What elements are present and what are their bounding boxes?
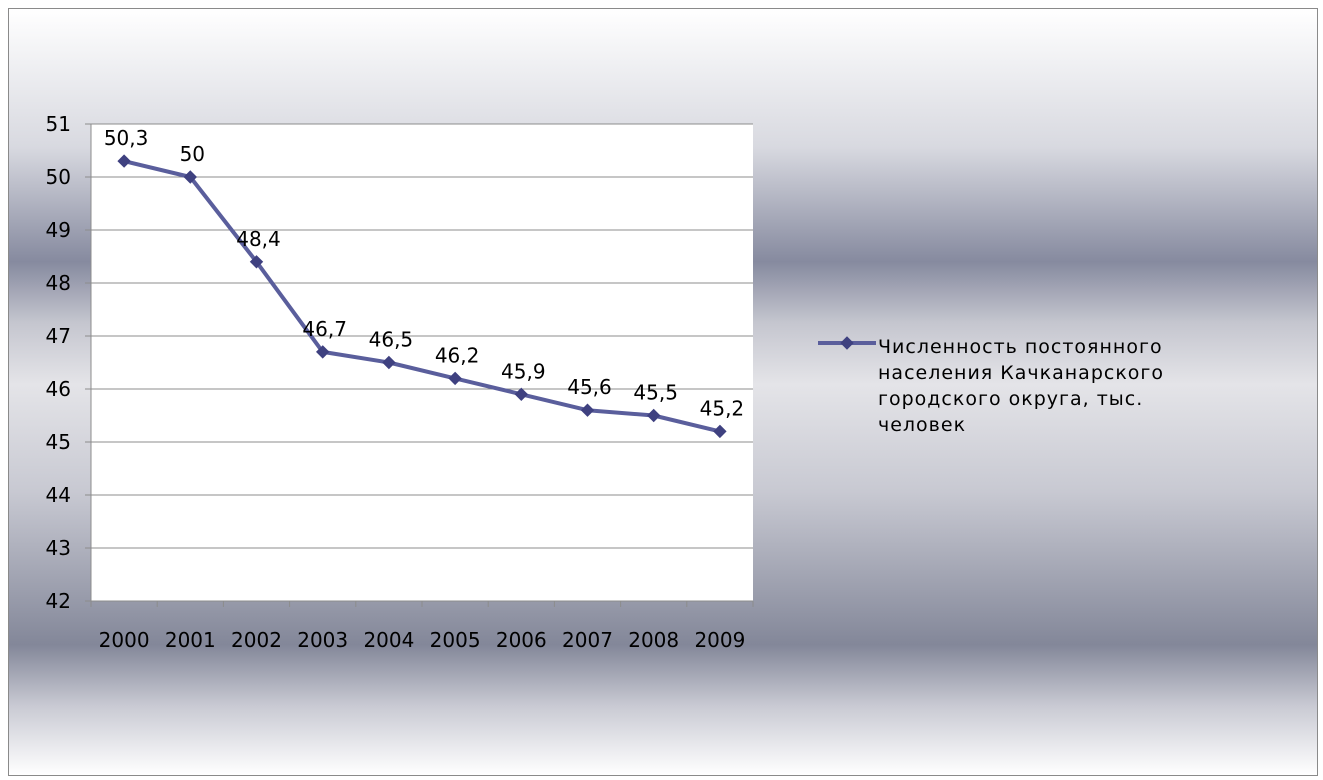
data-point-marker (117, 154, 131, 168)
data-label: 45,5 (633, 381, 678, 405)
data-label: 46,2 (435, 343, 480, 367)
data-label: 45,9 (501, 359, 546, 383)
x-tick-label: 2001 (165, 628, 216, 652)
y-tick-label: 48 (46, 271, 71, 295)
legend-label: Численность постоянного населения Качкан… (878, 336, 1165, 436)
plot-area (91, 124, 753, 601)
gridlines (91, 123, 753, 549)
y-tick-label: 47 (46, 324, 71, 348)
legend-key (818, 336, 876, 350)
legend-marker (840, 336, 854, 350)
x-tick-label: 2009 (694, 628, 745, 652)
data-point-marker (249, 255, 264, 269)
data-label: 46,5 (369, 328, 414, 352)
x-tick-label: 2000 (99, 628, 150, 652)
y-tick-label: 43 (46, 536, 71, 560)
axes (85, 123, 754, 607)
data-point-marker (315, 345, 330, 359)
x-tick-label: 2005 (430, 628, 481, 652)
series-group (117, 154, 727, 439)
data-point-marker (514, 387, 529, 402)
x-tick-label: 2003 (297, 628, 348, 652)
data-label: 48,4 (236, 227, 281, 251)
data-labels: 50,3 50 48,4 46,7 46,5 46,2 45,9 45,6 45,5 45,2 (104, 126, 744, 420)
y-tick-label: 51 (46, 112, 71, 136)
y-axis-ticks: 42 43 44 45 46 47 48 49 50 51 (46, 112, 71, 613)
y-tick-label: 46 (46, 377, 71, 401)
x-axis-ticks: 2000 2001 2002 2003 2004 2005 2006 2007 2008 2009 (99, 628, 746, 652)
data-point-marker (382, 355, 396, 370)
x-tick-label: 2007 (562, 628, 613, 652)
data-label: 45,6 (567, 375, 612, 399)
data-label: 50,3 (104, 126, 149, 150)
y-tick-label: 49 (46, 218, 71, 242)
x-tick-label: 2004 (363, 628, 414, 652)
data-point-marker (448, 371, 462, 386)
data-point-marker (580, 403, 595, 417)
data-point-marker (646, 408, 661, 423)
data-point-marker (713, 424, 727, 439)
y-tick-label: 42 (46, 589, 71, 613)
series-line (123, 159, 721, 434)
y-tick-label: 44 (46, 483, 71, 507)
data-point-marker (183, 170, 198, 184)
x-tick-label: 2002 (231, 628, 282, 652)
y-tick-label: 50 (46, 165, 71, 189)
data-label: 46,7 (302, 317, 347, 341)
y-tick-label: 45 (46, 430, 71, 454)
x-tick-label: 2006 (496, 628, 547, 652)
data-label: 45,2 (700, 396, 745, 420)
x-tick-label: 2008 (628, 628, 679, 652)
data-label: 50 (180, 142, 205, 166)
